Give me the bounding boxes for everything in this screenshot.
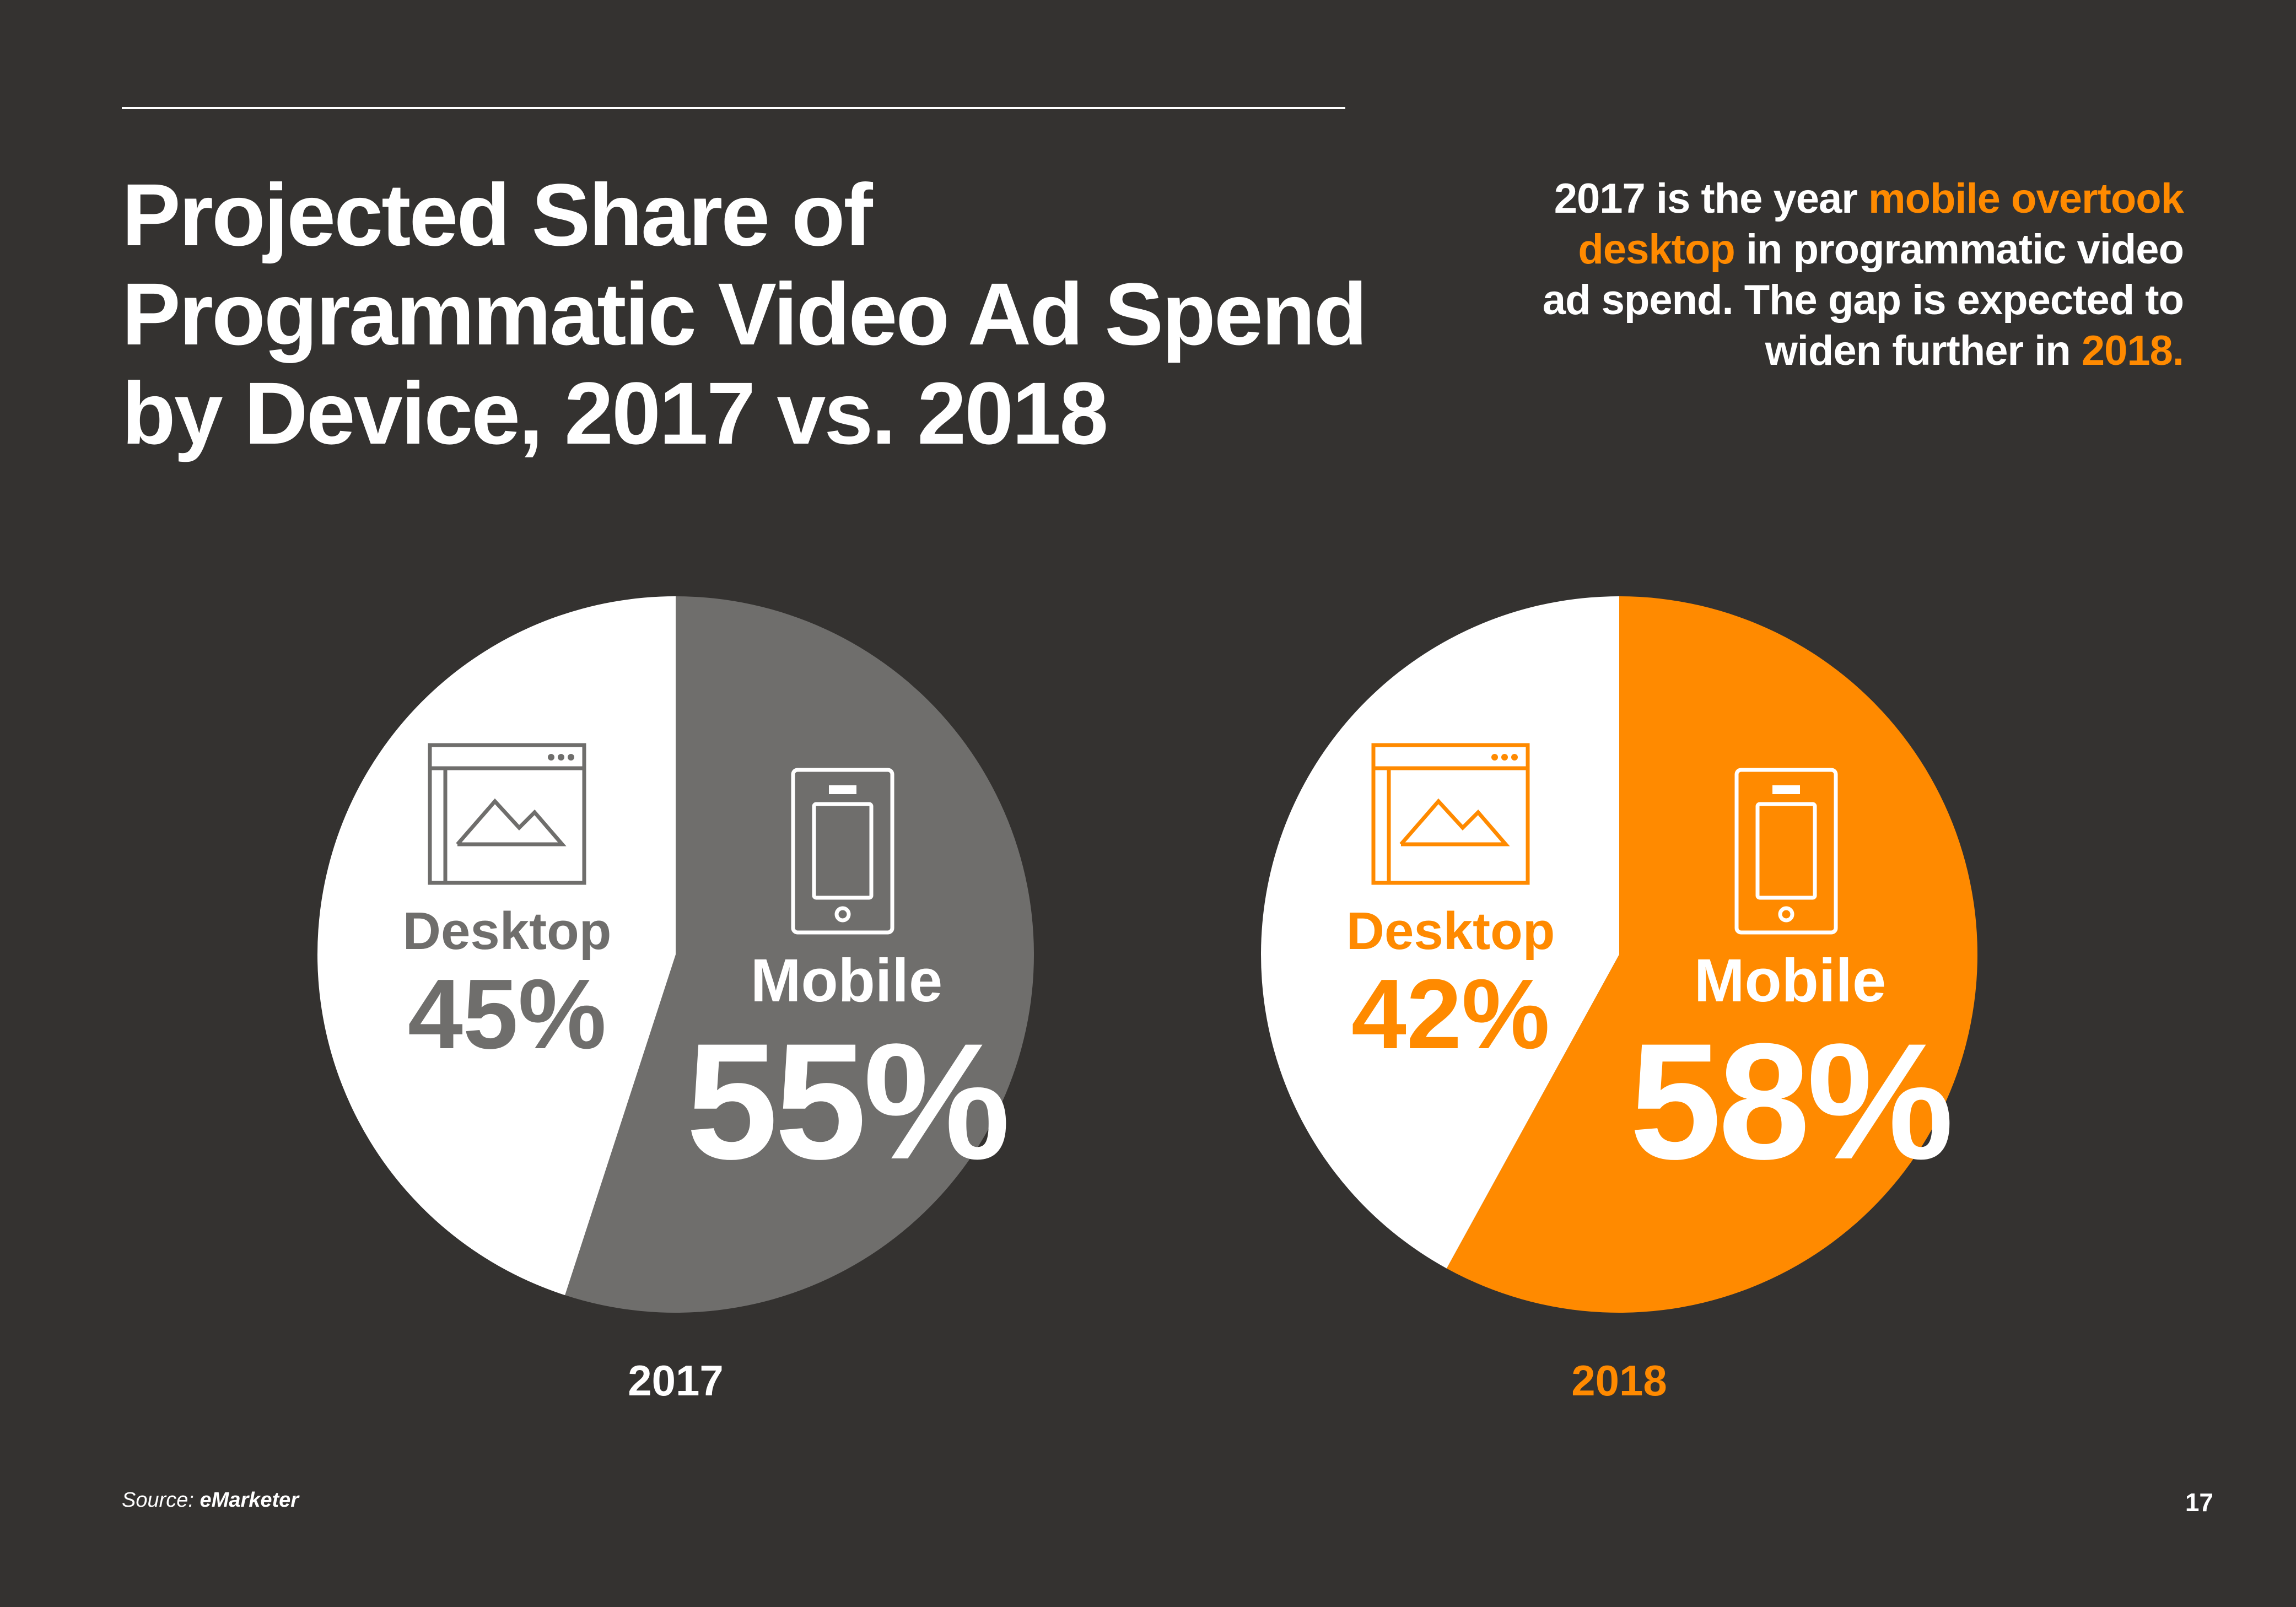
mobile-value-2018: 58%: [1630, 1009, 1952, 1194]
mobile-label-2018: Mobile: [1694, 947, 1886, 1015]
page-number: 17: [2185, 1488, 2213, 1517]
desktop-label-2018: Desktop: [1346, 902, 1555, 961]
mobile-value-2017: 55%: [686, 1009, 1008, 1194]
title-line-3: by Device, 2017 vs. 2018: [122, 364, 1108, 462]
year-label-2017: 2017: [628, 1356, 724, 1405]
callout-highlight-1: mobile overtook desktop: [1578, 175, 2184, 273]
mobile-phone-icon: [1734, 768, 1838, 935]
desktop-label-2017: Desktop: [403, 902, 612, 961]
source-name: eMarketer: [200, 1489, 299, 1512]
callout-highlight-2: 2018.: [2081, 327, 2184, 374]
callout-text: 2017 is the year mobile overtook desktop…: [1522, 174, 2184, 376]
callout-part-2: in programmatic video ad spend. The gap …: [1542, 226, 2184, 374]
year-label-2018: 2018: [1571, 1356, 1667, 1405]
desktop-browser-icon: [1371, 743, 1530, 885]
pie-slice-mobile-2018: [1446, 596, 1977, 1313]
page-title: Projected Share of Programmatic Video Ad…: [122, 165, 1417, 463]
source-note: Source: eMarketer: [122, 1488, 299, 1512]
mobile-phone-icon: [791, 768, 894, 935]
title-line-1: Projected Share of: [122, 165, 873, 264]
source-prefix: Source:: [122, 1489, 200, 1512]
mobile-label-2017: Mobile: [751, 947, 942, 1015]
title-line-2: Programmatic Video Ad Spend: [122, 265, 1367, 363]
title-rule: [122, 107, 1345, 109]
desktop-browser-icon: [428, 743, 586, 885]
desktop-value-2017: 45%: [408, 959, 606, 1070]
pie-slice-mobile-2017: [565, 596, 1034, 1313]
callout-part-1: 2017 is the year: [1554, 175, 1868, 222]
desktop-value-2018: 42%: [1351, 959, 1550, 1070]
